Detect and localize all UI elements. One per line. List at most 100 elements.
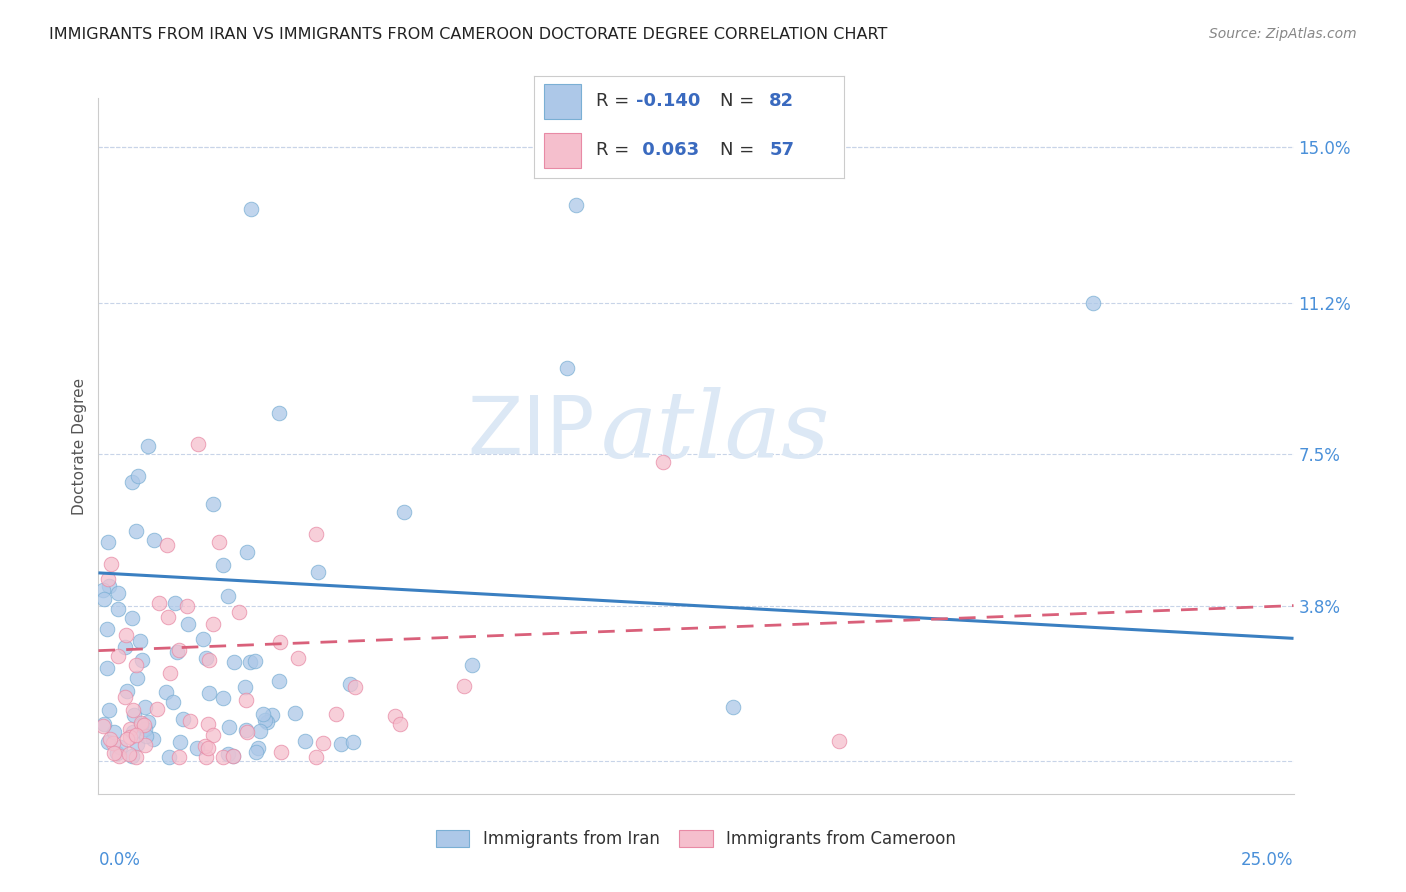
Point: [122, 707, 145, 722]
Point: [212, 691, 235, 706]
Point: [108, 748, 131, 763]
Point: [121, 748, 143, 763]
Point: [384, 709, 406, 723]
Text: IMMIGRANTS FROM IRAN VS IMMIGRANTS FROM CAMEROON DOCTORATE DEGREE CORRELATION CH: IMMIGRANTS FROM IRAN VS IMMIGRANTS FROM …: [49, 27, 887, 42]
Point: [96, 660, 118, 674]
Point: [194, 739, 217, 754]
Point: [207, 535, 229, 549]
Point: [121, 475, 143, 489]
Point: [167, 643, 190, 657]
Bar: [544, 133, 581, 168]
Point: [235, 723, 257, 737]
Point: [179, 714, 201, 728]
Point: [114, 640, 136, 654]
Point: [157, 750, 180, 764]
Point: [197, 717, 219, 731]
Point: [122, 703, 145, 717]
Point: [96, 622, 118, 636]
Point: [212, 749, 235, 764]
Point: [186, 741, 208, 756]
Point: [136, 439, 159, 453]
Point: [142, 533, 165, 548]
Point: [107, 648, 129, 663]
Point: [108, 739, 131, 754]
Point: [392, 505, 415, 519]
Point: [156, 538, 179, 552]
Text: 0.063: 0.063: [637, 141, 699, 159]
Point: [294, 733, 316, 747]
Point: [97, 735, 120, 749]
Point: [284, 706, 307, 720]
Point: [202, 617, 225, 632]
Point: [305, 526, 328, 541]
Point: [236, 724, 259, 739]
Point: [107, 586, 129, 600]
Point: [453, 679, 475, 693]
Point: [222, 655, 245, 669]
Text: N =: N =: [720, 93, 759, 111]
Point: [142, 731, 165, 746]
Point: [240, 202, 263, 216]
Point: [97, 534, 120, 549]
Point: [217, 589, 239, 603]
Point: [201, 497, 224, 511]
Point: [721, 700, 744, 714]
Point: [269, 635, 291, 649]
Point: [267, 406, 290, 420]
Point: [233, 680, 256, 694]
Point: [218, 721, 240, 735]
Point: [115, 684, 138, 698]
Point: [339, 677, 361, 691]
Point: [134, 738, 156, 752]
Point: [134, 699, 156, 714]
Point: [122, 724, 145, 739]
Point: [342, 734, 364, 748]
Point: [245, 745, 267, 759]
Point: [329, 737, 352, 751]
Point: [157, 609, 180, 624]
Text: 25.0%: 25.0%: [1241, 851, 1294, 869]
Point: [118, 747, 141, 762]
Point: [155, 685, 177, 699]
Point: [249, 724, 271, 739]
Y-axis label: Doctorate Degree: Doctorate Degree: [72, 377, 87, 515]
Point: [136, 715, 159, 730]
Point: [198, 686, 221, 700]
Point: [91, 719, 114, 733]
Point: [555, 361, 578, 376]
Point: [107, 602, 129, 616]
Point: [97, 578, 120, 592]
Point: [197, 653, 219, 667]
Point: [307, 565, 329, 579]
Point: [91, 582, 114, 597]
Point: [245, 654, 267, 668]
Point: [165, 596, 187, 610]
Point: [135, 729, 157, 743]
Point: [134, 723, 156, 737]
Text: ZIP: ZIP: [467, 393, 595, 471]
Point: [124, 658, 146, 673]
Point: [125, 728, 148, 742]
Point: [101, 736, 124, 750]
Text: 82: 82: [769, 93, 794, 111]
Text: -0.140: -0.140: [637, 93, 700, 111]
Point: [134, 718, 156, 732]
Point: [287, 651, 309, 665]
Point: [228, 605, 250, 619]
Text: N =: N =: [720, 141, 759, 159]
Point: [146, 702, 169, 716]
Point: [222, 748, 245, 763]
Point: [212, 558, 235, 572]
Point: [114, 628, 136, 642]
Bar: [544, 84, 581, 119]
Point: [120, 722, 142, 736]
Point: [125, 750, 148, 764]
Point: [105, 747, 128, 761]
Point: [125, 737, 148, 751]
Point: [177, 616, 200, 631]
Point: [129, 716, 152, 731]
Point: [127, 469, 149, 483]
Point: [166, 645, 188, 659]
Point: [125, 672, 148, 686]
Point: [120, 730, 142, 744]
